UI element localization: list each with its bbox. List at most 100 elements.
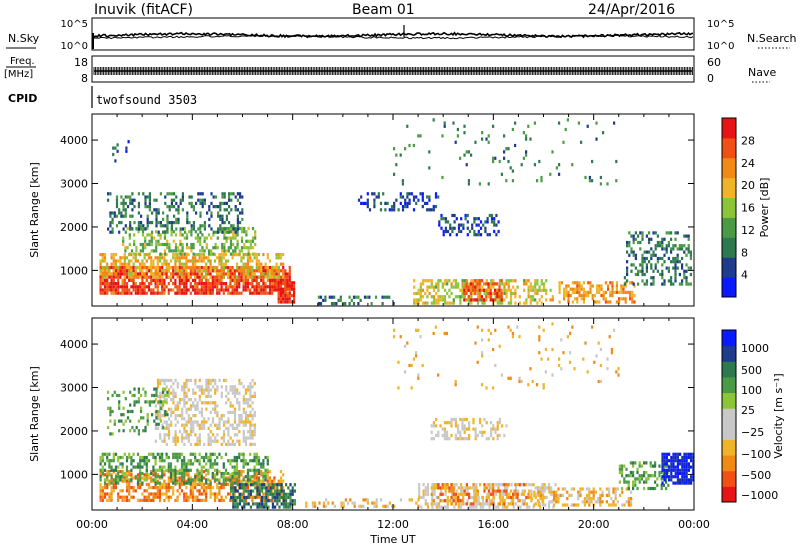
scatter-cell xyxy=(169,272,173,276)
scatter-cell xyxy=(161,486,164,490)
scatter-cell xyxy=(602,131,605,135)
scatter-cell xyxy=(251,475,254,479)
scatter-cell xyxy=(220,262,223,266)
scatter-cell xyxy=(647,474,650,478)
scatter-cell xyxy=(125,285,129,289)
scatter-cell xyxy=(687,462,690,466)
scatter-cell xyxy=(577,121,580,125)
scatter-cell xyxy=(494,489,497,493)
scatter-cell xyxy=(287,502,290,506)
scatter-cell xyxy=(440,489,443,493)
scatter-cell xyxy=(126,409,130,414)
scatter-cell xyxy=(99,266,102,270)
scatter-cell xyxy=(492,489,495,493)
scatter-cell xyxy=(131,227,134,231)
scatter-cell xyxy=(194,459,197,463)
scatter-cell xyxy=(692,462,694,466)
scatter-cell xyxy=(540,288,543,292)
scatter-cell xyxy=(561,493,564,497)
scatter-cell xyxy=(209,269,212,273)
scatter-cell xyxy=(424,486,427,490)
scatter-cell xyxy=(245,233,248,237)
scatter-cell xyxy=(234,499,237,503)
scatter-cell xyxy=(220,269,223,273)
scatter-cell xyxy=(137,192,140,196)
scatter-cell xyxy=(455,495,458,500)
scatter-cell xyxy=(216,495,219,499)
scatter-cell xyxy=(557,493,560,497)
scatter-cell xyxy=(139,459,142,463)
scatter-cell xyxy=(593,294,596,298)
scatter-cell xyxy=(638,461,641,465)
scatter-cell xyxy=(170,423,173,427)
scatter-cell xyxy=(663,247,666,251)
scatter-cell xyxy=(650,247,653,251)
scatter-cell xyxy=(469,282,472,286)
scatter-cell xyxy=(99,269,102,273)
scatter-cell xyxy=(145,471,148,476)
scatter-cell xyxy=(541,483,544,487)
scatter-cell xyxy=(190,233,193,237)
scatter-cell xyxy=(136,473,140,477)
scatter-cell xyxy=(235,459,239,463)
scatter-cell xyxy=(176,401,179,405)
scatter-cell xyxy=(360,195,363,199)
scatter-cell xyxy=(604,297,607,301)
scatter-cell xyxy=(163,433,166,437)
scatter-cell xyxy=(194,230,197,234)
scatter-cell xyxy=(490,499,493,503)
scatter-cell xyxy=(257,269,261,273)
scatter-cell xyxy=(377,192,380,196)
scatter-cell xyxy=(638,464,641,468)
scatter-cell xyxy=(115,205,119,209)
scatter-cell xyxy=(249,388,252,392)
scatter-cell xyxy=(115,195,119,199)
scatter-cell xyxy=(499,483,502,487)
scatter-cell xyxy=(505,483,508,487)
scatter-cell xyxy=(475,223,478,227)
scatter-cell xyxy=(599,500,602,504)
scatter-cell xyxy=(172,486,175,490)
scatter-cell xyxy=(645,279,648,283)
scatter-cell xyxy=(564,127,567,132)
scatter-cell xyxy=(253,471,256,476)
scatter-cell xyxy=(191,272,195,276)
scatter-cell xyxy=(159,224,162,228)
scatter-cell xyxy=(467,295,470,299)
scatter-cell xyxy=(233,426,237,430)
scatter-cell xyxy=(529,137,532,141)
scatter-cell xyxy=(251,407,254,411)
scatter-cell xyxy=(441,175,444,180)
scatter-cell xyxy=(196,272,199,276)
scatter-cell xyxy=(477,502,480,506)
scatter-cell xyxy=(180,266,184,270)
scatter-cell xyxy=(253,433,256,437)
scatter-cell xyxy=(486,502,489,506)
scatter-cell xyxy=(146,224,149,228)
scatter-cell xyxy=(452,492,455,496)
scatter-cell xyxy=(174,246,178,250)
scatter-cell xyxy=(514,495,518,500)
scatter-cell xyxy=(194,452,197,456)
scatter-cell xyxy=(194,455,197,460)
scatter-cell xyxy=(214,378,217,382)
scatter-cell xyxy=(572,487,575,491)
scatter-cell xyxy=(279,476,283,480)
scatter-cell xyxy=(103,275,107,279)
scatter-cell xyxy=(155,416,158,420)
scatter-cell xyxy=(481,285,484,289)
scatter-cell xyxy=(656,256,659,261)
scatter-cell xyxy=(194,272,197,276)
scatter-cell xyxy=(202,275,206,279)
scatter-cell xyxy=(288,266,291,270)
scatter-cell xyxy=(156,282,159,286)
scatter-cell xyxy=(218,452,221,456)
scatter-cell xyxy=(181,398,184,402)
scatter-cell xyxy=(530,489,533,493)
scatter-cell xyxy=(152,288,155,292)
scatter-cell xyxy=(435,424,438,428)
scatter-cell xyxy=(627,474,630,478)
scatter-cell xyxy=(594,500,597,504)
scatter-cell xyxy=(211,401,215,405)
scatter-cell xyxy=(251,394,254,398)
